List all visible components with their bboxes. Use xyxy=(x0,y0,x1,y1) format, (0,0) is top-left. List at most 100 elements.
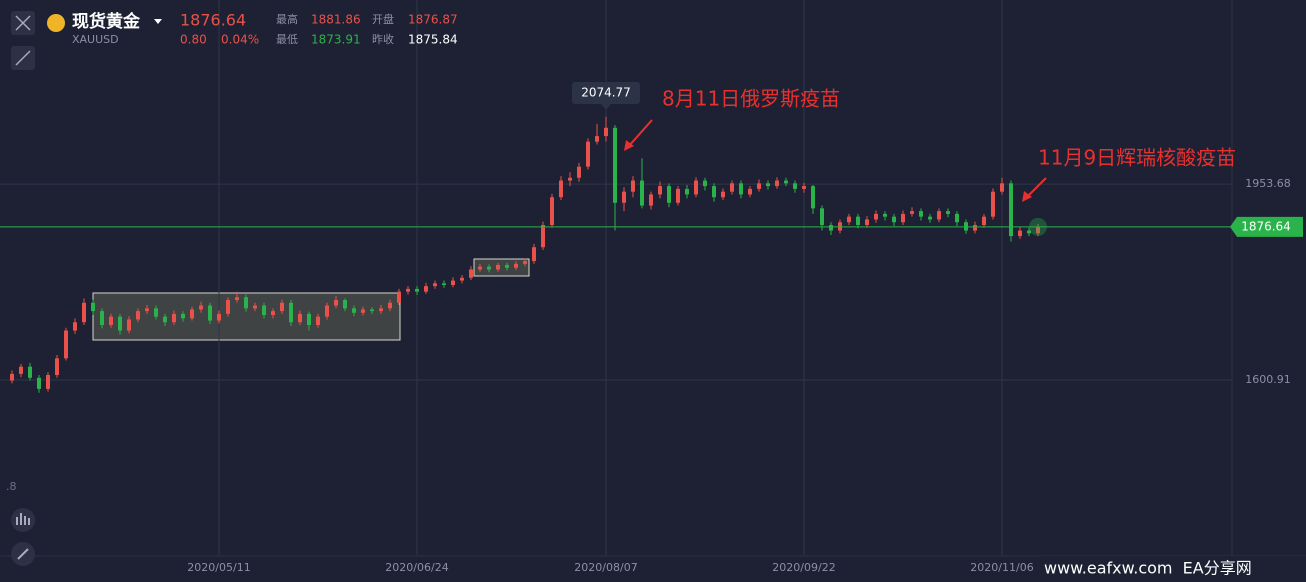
dropdown-arrow[interactable] xyxy=(154,19,162,24)
candle-body xyxy=(1000,183,1004,192)
candle-body xyxy=(379,308,383,312)
tool-button[interactable] xyxy=(11,508,35,532)
max-label: 2074.77 xyxy=(581,86,631,100)
candle-body xyxy=(703,180,707,187)
stat-value: 1873.91 xyxy=(311,33,361,47)
candle-body xyxy=(721,191,725,198)
candle-body xyxy=(811,186,815,209)
candle-body xyxy=(856,216,860,225)
arrow xyxy=(627,119,653,148)
candle-body xyxy=(181,313,185,319)
candle-body xyxy=(820,208,824,225)
stat-label: 开盘 xyxy=(372,12,394,26)
stat-value: 1875.84 xyxy=(408,33,458,47)
y-tick-label: 1953.68 xyxy=(1245,177,1291,190)
candle-body xyxy=(217,313,221,321)
x-tick-label: 2020/09/22 xyxy=(772,561,835,574)
candle-body xyxy=(685,188,689,195)
candle-body xyxy=(748,188,752,195)
tool-icon xyxy=(17,548,29,560)
candle-body xyxy=(793,183,797,189)
candle-body xyxy=(163,316,167,323)
symbol: XAUUSD xyxy=(72,33,119,46)
x-tick-label: 2020/08/07 xyxy=(574,561,637,574)
candle-body xyxy=(631,180,635,192)
price: 1876.64 xyxy=(180,11,246,30)
change-pct: 0.04% xyxy=(221,33,259,47)
candle-body xyxy=(802,186,806,189)
candle-body xyxy=(460,277,464,281)
candle-body xyxy=(154,308,158,317)
candle-body xyxy=(37,377,41,389)
candle-body xyxy=(127,319,131,331)
candle-body xyxy=(766,183,770,187)
candle-body xyxy=(487,266,491,270)
max-tooltip-pointer xyxy=(601,104,611,110)
candle-body xyxy=(955,213,959,223)
max-tooltip xyxy=(572,82,640,104)
candle-body xyxy=(775,180,779,187)
candle-body xyxy=(892,216,896,223)
candle-body xyxy=(406,288,410,292)
candle-body xyxy=(523,261,527,264)
candle-body xyxy=(28,366,32,378)
collapse-icon xyxy=(15,50,31,66)
candle-body xyxy=(1036,226,1040,234)
x-tick-label: 2020/05/11 xyxy=(187,561,250,574)
candle-body xyxy=(622,191,626,203)
instrument-title[interactable]: 现货黄金 xyxy=(72,11,141,32)
candle-body xyxy=(667,186,671,203)
candle-body xyxy=(973,225,977,231)
candle-body xyxy=(847,216,851,223)
candle-body xyxy=(883,213,887,217)
candle-body xyxy=(559,180,563,198)
stat-value: 1876.87 xyxy=(408,13,458,27)
candle-body xyxy=(271,311,275,315)
candle-body xyxy=(10,373,14,381)
candle-body xyxy=(19,366,23,374)
candle-body xyxy=(550,197,554,225)
watermark-bg xyxy=(1040,556,1306,582)
candle-body xyxy=(478,266,482,270)
candle-body xyxy=(64,330,68,359)
change: 0.80 xyxy=(180,33,207,47)
candle-body xyxy=(757,183,761,189)
gold-icon xyxy=(47,14,65,32)
candle-body xyxy=(388,302,392,309)
price-tag xyxy=(1230,216,1303,237)
x-tick-label: 2020/11/06 xyxy=(970,561,1033,574)
annotation: 8月11日俄罗斯疫苗 xyxy=(662,87,840,111)
x-tick-label: 2020/06/24 xyxy=(385,561,448,574)
stat-label: 昨收 xyxy=(372,32,394,46)
candle-body xyxy=(730,183,734,192)
candle-body xyxy=(136,311,140,320)
candle-body xyxy=(1009,183,1013,237)
candle-body xyxy=(928,216,932,220)
price-tag-label: 1876.64 xyxy=(1241,219,1291,233)
candle-body xyxy=(595,136,599,142)
candle-body xyxy=(469,269,473,278)
candle-body xyxy=(199,305,203,310)
stat-label: 最低 xyxy=(276,33,298,46)
candle-body xyxy=(253,305,257,309)
close-icon xyxy=(15,15,31,31)
arrow-head xyxy=(624,140,634,151)
candle-body xyxy=(658,186,662,195)
candle-body xyxy=(991,191,995,217)
candle-body xyxy=(451,280,455,285)
left-tick-fragment: .8 xyxy=(6,480,17,493)
candle-body xyxy=(586,141,590,167)
candle-body xyxy=(91,302,95,312)
candle-body xyxy=(352,308,356,313)
candle-body xyxy=(505,265,509,268)
candle-body xyxy=(307,313,311,325)
candle-body xyxy=(190,309,194,319)
candle-body xyxy=(244,297,248,309)
candle-body xyxy=(910,211,914,214)
candle-body xyxy=(100,311,104,325)
candle-body xyxy=(496,265,500,270)
candle-body xyxy=(109,316,113,325)
candle-body xyxy=(577,166,581,178)
candle-body xyxy=(514,263,518,268)
